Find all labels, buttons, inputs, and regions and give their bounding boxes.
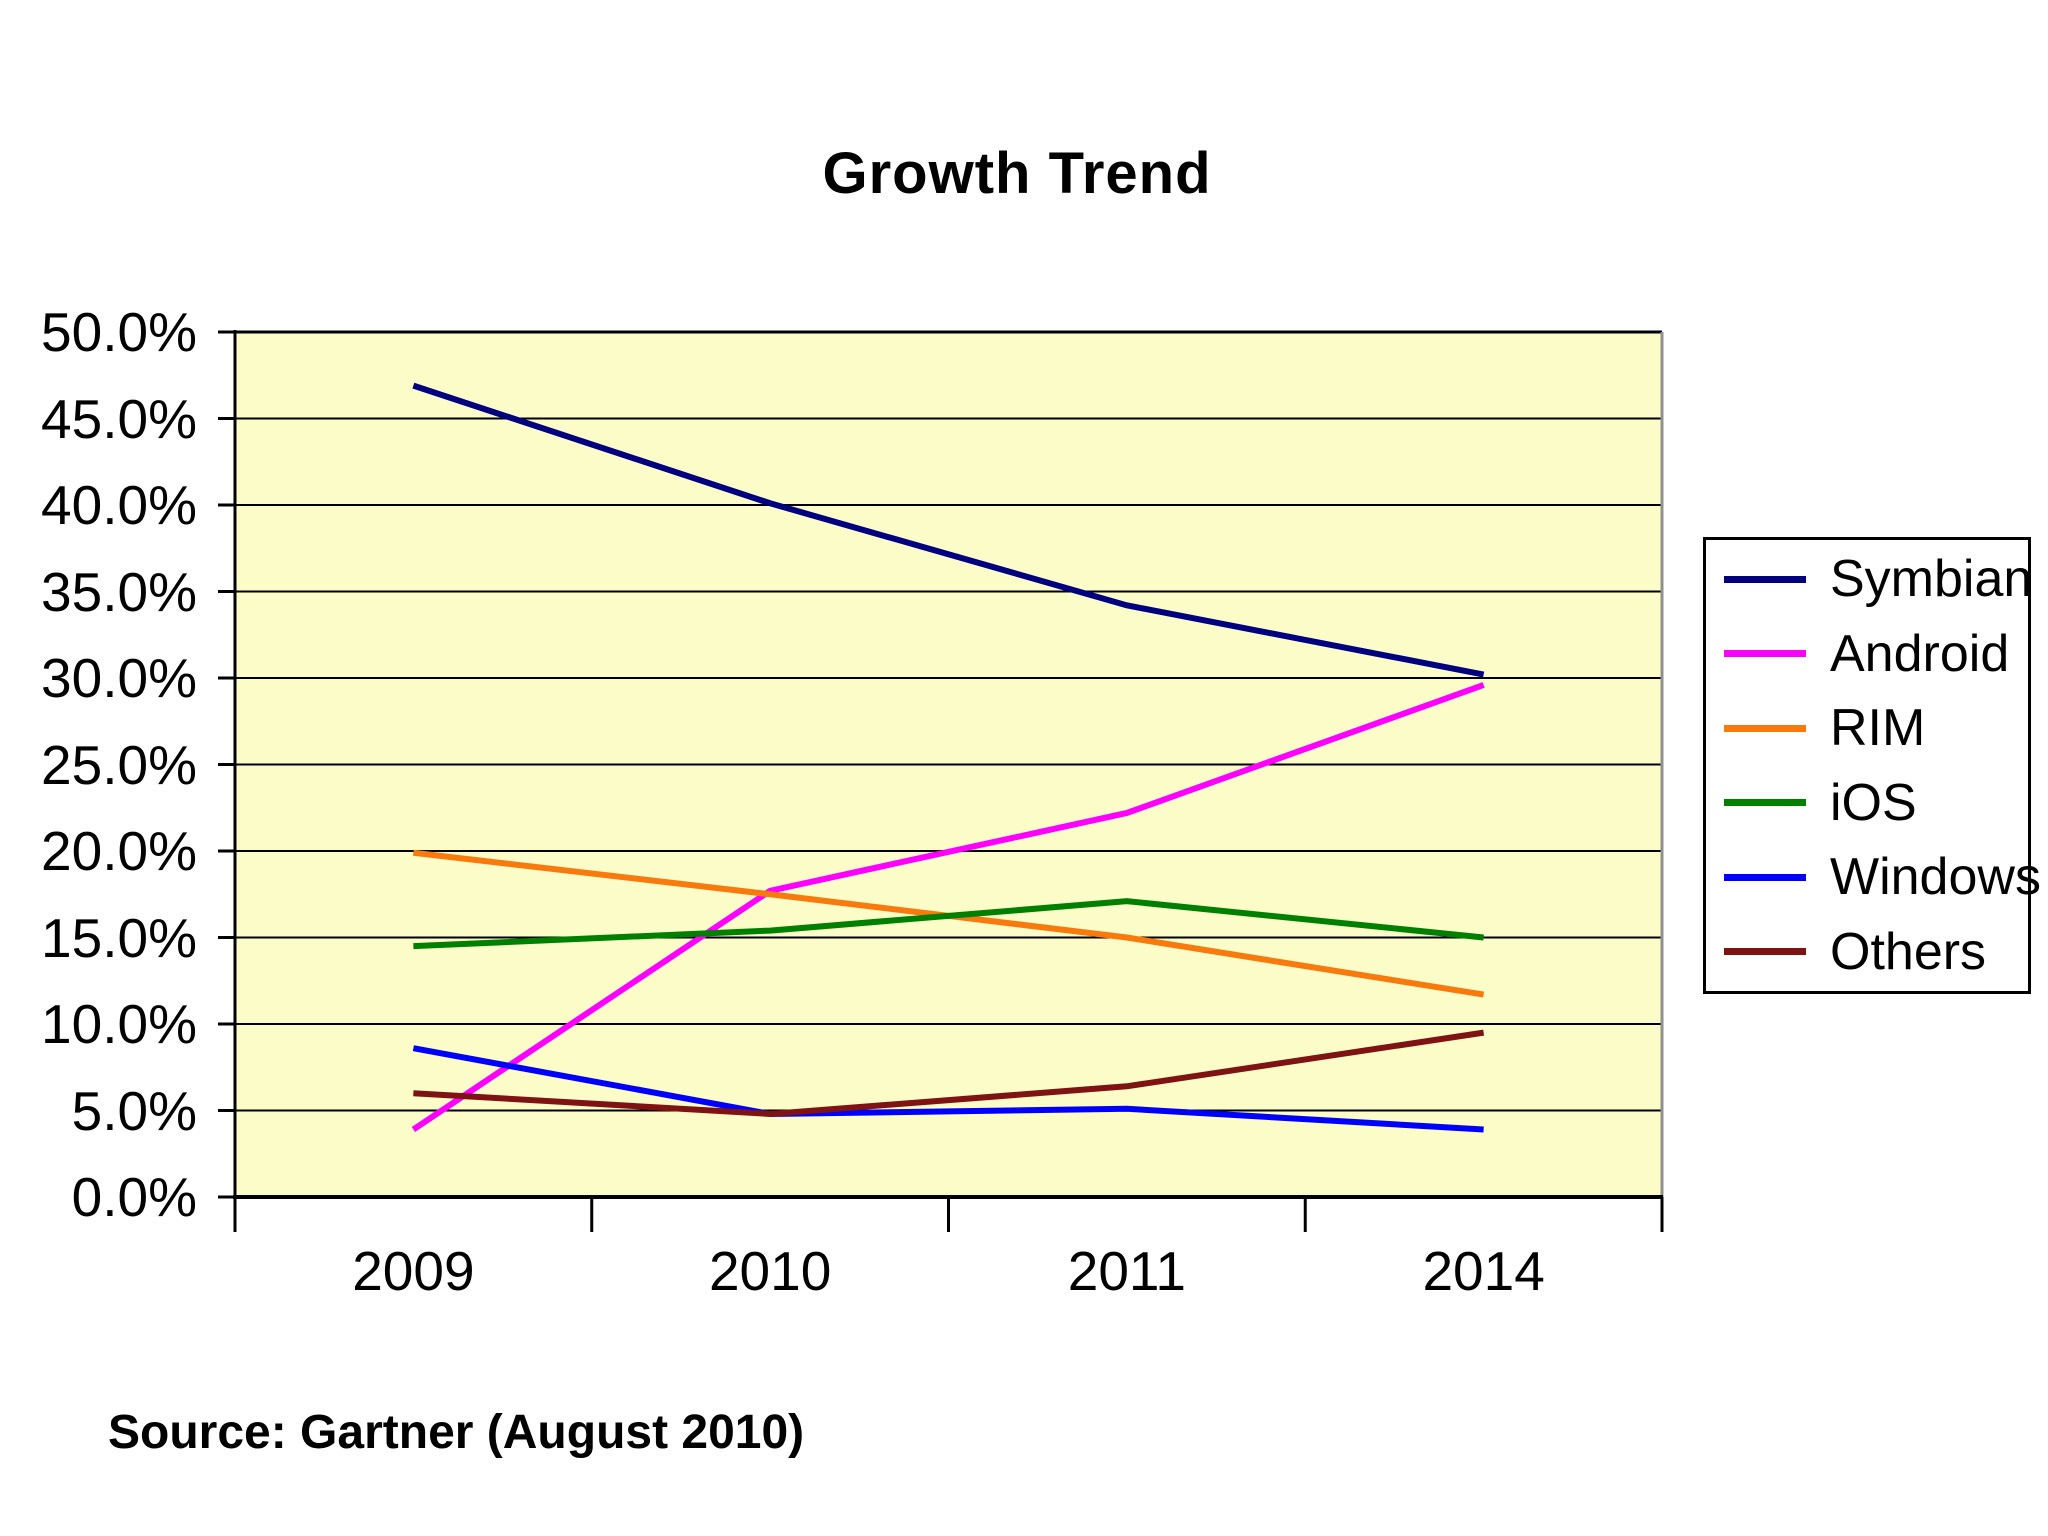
legend-item-ios: iOS — [1706, 768, 2028, 838]
y-tick-label: 40.0% — [41, 474, 197, 536]
x-tick-label: 2009 — [352, 1240, 475, 1302]
x-tick-label: 2010 — [708, 1240, 832, 1302]
series-line-symbian — [412, 382, 1485, 678]
y-tick-label: 5.0% — [71, 1079, 197, 1142]
series-line-windows — [412, 1045, 1484, 1133]
y-tick-label: 30.0% — [41, 647, 197, 709]
source-note: Source: Gartner (August 2010) — [108, 1406, 805, 1459]
legend-item-symbian: Symbian — [1706, 544, 2032, 614]
legend-item-rim: RIM — [1706, 693, 2028, 763]
legend-line-sample — [1724, 650, 1806, 658]
series-line-others — [413, 1029, 1485, 1117]
y-tick-label: 10.0% — [41, 993, 197, 1055]
y-tick-label: 20.0% — [41, 820, 197, 882]
legend-label: Windows — [1830, 848, 2041, 907]
legend-label: RIM — [1830, 699, 1926, 758]
legend: Symbian Android RIM iOS Windows Others — [1703, 537, 2041, 994]
y-tick-label: 25.0% — [41, 733, 197, 796]
y-tick-label: 45.0% — [41, 387, 197, 450]
legend-item-others: Others — [1706, 917, 2028, 987]
chart-title: Growth Trend — [822, 141, 1212, 206]
legend-line-sample — [1724, 799, 1806, 807]
legend-label: Android — [1830, 624, 2010, 683]
x-tick-label: 2011 — [1067, 1240, 1187, 1302]
series-line-android — [411, 682, 1485, 1133]
legend-label: Symbian — [1830, 550, 2033, 609]
legend-line-sample — [1724, 948, 1806, 956]
legend-line-sample — [1724, 873, 1806, 881]
legend-line-sample — [1724, 575, 1806, 583]
legend-label: Others — [1830, 922, 1987, 981]
y-tick-label: 0.0% — [71, 1166, 197, 1228]
y-tick-label: 15.0% — [41, 906, 197, 969]
series-line-ios — [413, 898, 1484, 950]
y-tick-label: 35.0% — [41, 560, 197, 623]
x-tick-label: 2014 — [1422, 1240, 1545, 1302]
legend-item-android: Android — [1706, 619, 2028, 689]
y-tick-label: 50.0% — [41, 301, 197, 363]
legend-line-sample — [1724, 724, 1806, 732]
legend-item-windows: Windows — [1706, 842, 2041, 912]
legend-label: iOS — [1830, 773, 1917, 832]
